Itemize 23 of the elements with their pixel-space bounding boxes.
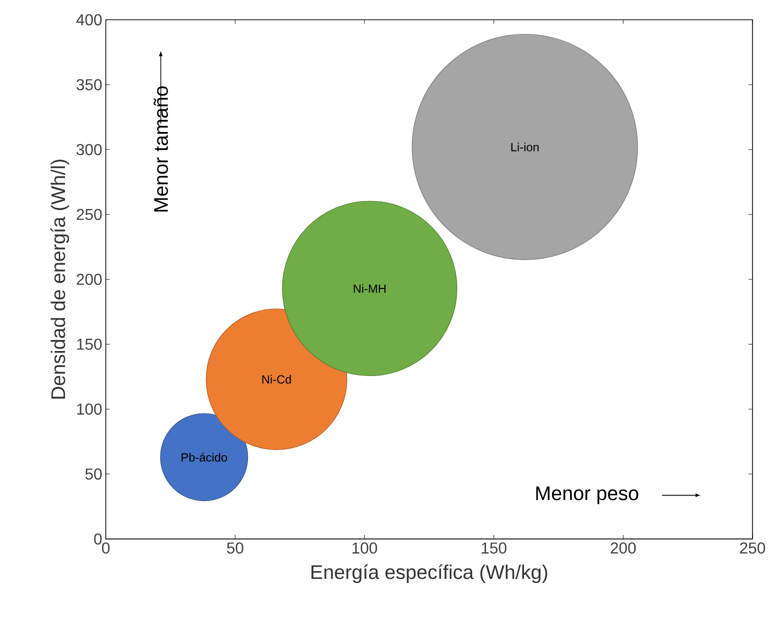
x-tick-label: 0 [102,542,110,554]
y-tick-label: 100 [77,404,102,415]
x-tick-label: 200 [610,542,636,554]
x-tick-label: 150 [482,542,506,554]
x-tick-label: 100 [352,542,378,554]
y-tick-label: 150 [77,338,102,350]
y-tick-label: 0 [94,533,102,545]
x-tick-label: 250 [740,542,766,554]
x-tick-label: 50 [226,542,244,554]
y-tick-label: 350 [76,79,102,90]
legend-label: Pb-ácido [182,452,228,462]
y-tick-label: 300 [76,144,102,156]
series-label: Ni-MH [354,284,386,293]
x-axis-title: Energía específica (Wh/kg) [312,564,548,584]
y-tick-label: 200 [76,274,102,285]
annotation: Menor peso [536,486,638,504]
y-tick-label: 50 [85,468,102,480]
y-tick-label: 250 [76,208,102,220]
y-tick-label: 400 [76,14,102,26]
series-label: Ni-Cd [262,374,291,384]
series-label: Li-ion [511,142,539,152]
annotation: Menor tamaño [154,86,168,212]
y-axis-title: Densidad de energía (Wh/l) [50,160,70,399]
